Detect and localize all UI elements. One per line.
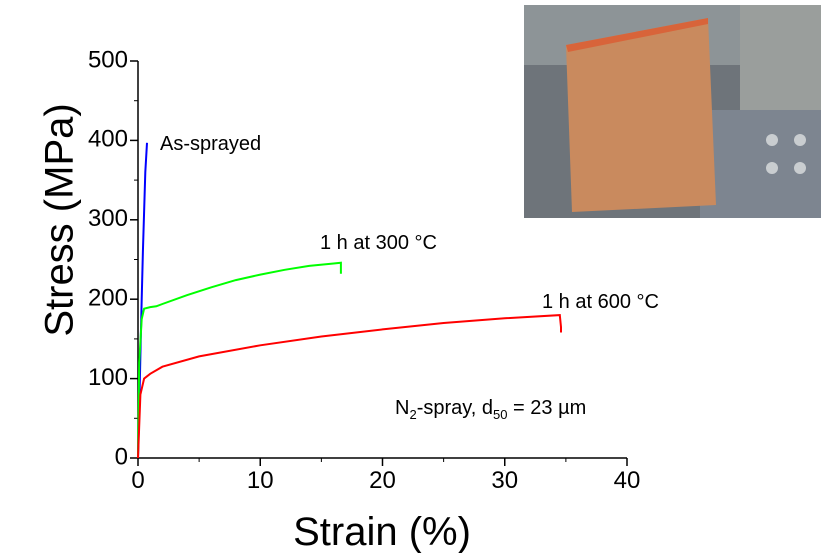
y-tick-label: 400 xyxy=(88,126,128,153)
annotation-part: 50 xyxy=(493,407,507,422)
y-tick-label: 300 xyxy=(88,205,128,232)
series-label: 1 h at 600 °C xyxy=(542,291,659,313)
x-tick-label: 10 xyxy=(247,467,274,494)
annotation-part: 2 xyxy=(409,407,416,422)
series-line xyxy=(137,314,562,459)
x-tick-label: 20 xyxy=(369,467,396,494)
inset-photo xyxy=(524,5,821,218)
y-axis-title: Stress (MPa) xyxy=(38,103,82,336)
annotation-part: = 23 µm xyxy=(507,397,586,419)
series-label: As-sprayed xyxy=(160,133,261,155)
series-line xyxy=(137,261,342,459)
x-tick-label: 0 xyxy=(131,467,144,494)
x-axis-title: Strain (%) xyxy=(293,510,471,553)
annotation: N2-spray, d50 = 23 µm xyxy=(395,397,586,422)
y-tick-label: 200 xyxy=(88,285,128,312)
y-tick-label: 0 xyxy=(115,443,128,470)
x-tick-label: 40 xyxy=(614,467,641,494)
y-tick-label: 500 xyxy=(88,46,128,73)
annotation-part: -spray, d xyxy=(417,397,493,419)
y-tick-label: 100 xyxy=(88,364,128,391)
x-tick-label: 30 xyxy=(491,467,518,494)
series-label: 1 h at 300 °C xyxy=(320,232,437,254)
annotation-part: N xyxy=(395,397,409,419)
